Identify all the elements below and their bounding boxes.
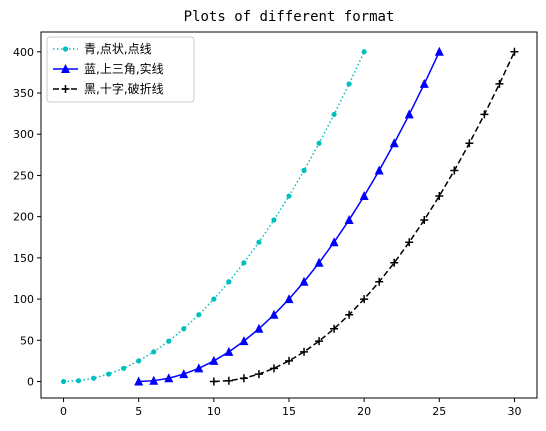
data-point: [390, 258, 399, 267]
data-point: [194, 363, 204, 373]
data-point: [331, 111, 337, 118]
data-point: [360, 295, 369, 304]
y-tick-label: 50: [20, 334, 34, 347]
data-point: [286, 193, 292, 199]
x-tick-label: 5: [135, 405, 142, 418]
data-point: [254, 323, 264, 333]
data-point: [345, 310, 354, 319]
data-point: [435, 192, 444, 201]
data-point: [480, 110, 489, 119]
data-point: [254, 370, 263, 379]
data-point: [361, 49, 367, 55]
data-point: [419, 78, 429, 88]
x-tick-label: 10: [207, 405, 221, 418]
data-point: [465, 139, 474, 148]
data-point: [285, 356, 293, 365]
x-tick-label: 0: [60, 405, 67, 418]
data-point: [375, 277, 384, 286]
data-point: [211, 296, 217, 302]
data-point: [75, 378, 82, 384]
y-tick-label: 250: [13, 169, 34, 182]
data-point: [300, 347, 309, 356]
data-point: [510, 47, 519, 56]
data-point: [61, 85, 70, 93]
data-point: [196, 312, 202, 318]
y-tick-label: 300: [13, 128, 34, 141]
x-tick-label: 15: [282, 405, 296, 418]
data-point: [179, 369, 189, 379]
data-point: [271, 217, 277, 223]
data-point: [405, 238, 414, 247]
y-axis: 0 50 100 150 200 250 300 350 400: [13, 46, 41, 389]
data-point: [226, 279, 232, 285]
series: [209, 47, 519, 386]
data-point: [315, 337, 324, 346]
legend: 青,点状,点线蓝,上三角,实线黑,十字,破折线: [46, 36, 195, 103]
y-tick-label: 200: [13, 211, 34, 224]
data-point: [62, 46, 69, 52]
data-point: [224, 376, 233, 385]
data-point: [106, 371, 112, 377]
data-point: [134, 376, 144, 386]
data-point: [269, 309, 279, 319]
data-point: [389, 138, 399, 148]
data-point: [181, 326, 187, 332]
data-point: [316, 140, 322, 146]
data-point: [60, 378, 67, 385]
data-point: [269, 364, 278, 373]
x-tick-label: 25: [432, 405, 446, 418]
legend-label: 青,点状,点线: [84, 42, 152, 56]
y-tick-label: 150: [13, 252, 34, 265]
data-point: [241, 260, 247, 266]
series: [134, 46, 444, 386]
data-point: [166, 338, 172, 344]
data-point: [301, 167, 307, 174]
data-point: [61, 64, 70, 73]
x-axis: 0 5 10 15 20 25 30: [60, 398, 521, 418]
data-point: [151, 349, 157, 355]
data-point: [284, 294, 294, 304]
data-point: [359, 191, 369, 201]
data-point: [239, 374, 248, 383]
data-point: [420, 215, 429, 224]
data-point: [434, 46, 444, 56]
data-point: [209, 355, 219, 365]
data-point: [374, 165, 384, 175]
data-point: [149, 375, 159, 385]
x-tick-label: 30: [507, 405, 521, 418]
data-point: [314, 257, 324, 267]
data-point: [330, 324, 339, 333]
x-tick-label: 20: [357, 405, 371, 418]
data-point: [164, 373, 174, 383]
y-tick-label: 100: [13, 293, 34, 306]
chart-title: Plots of different format: [184, 9, 395, 25]
data-point: [136, 358, 142, 364]
data-point: [121, 365, 127, 371]
y-tick-label: 0: [27, 376, 34, 389]
series: [60, 49, 367, 385]
data-point: [91, 375, 97, 381]
data-point: [344, 214, 354, 224]
y-tick-label: 400: [13, 46, 34, 59]
legend-box: [46, 36, 195, 103]
data-point: [450, 166, 459, 175]
data-point: [256, 239, 262, 245]
plot-content: [60, 46, 519, 386]
legend-label: 黑,十字,破折线: [84, 81, 164, 96]
data-point: [329, 237, 339, 247]
data-point: [209, 377, 218, 386]
legend-label: 蓝,上三角,实线: [84, 61, 164, 76]
data-point: [239, 336, 249, 346]
data-point: [495, 79, 504, 88]
y-tick-label: 350: [13, 87, 34, 100]
data-point: [224, 346, 234, 356]
data-point: [299, 276, 309, 286]
data-point: [404, 109, 414, 119]
data-point: [346, 81, 352, 87]
